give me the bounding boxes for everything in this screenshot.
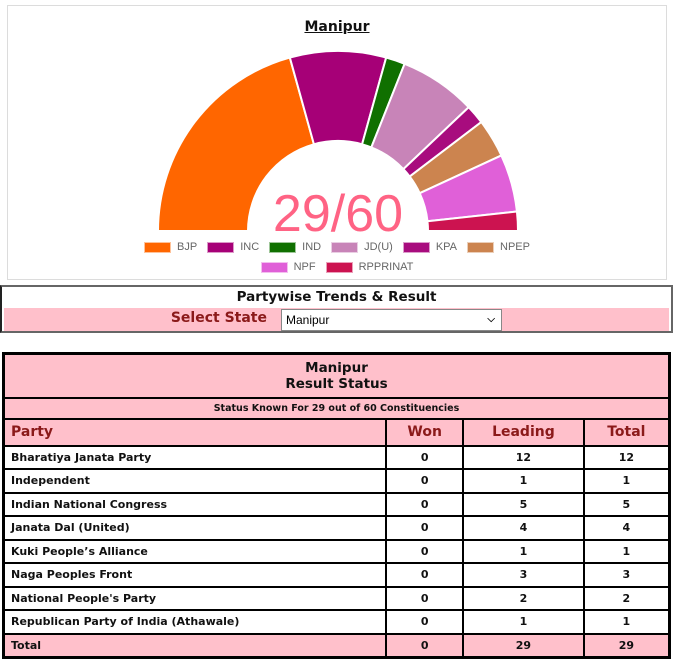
legend-item[interactable]: BJP	[144, 241, 197, 253]
table-row: Kuki People’s Alliance 0 1 1	[2, 538, 671, 564]
total-cell: 4	[582, 515, 671, 541]
center-label: 29/60	[273, 185, 403, 243]
partywise-trends-box: Partywise Trends & Result Select State M…	[0, 285, 673, 333]
chart-legend-row-2: NPF RPPRINAT	[8, 261, 666, 273]
total-cell: 5	[582, 491, 671, 517]
table-row: Indian National Congress 0 5 5	[2, 491, 671, 517]
results-subtitle: Result Status	[285, 375, 388, 392]
legend-label: BJP	[177, 241, 198, 253]
total-cell: 3	[582, 562, 671, 588]
results-table: Manipur Result Status Status Known For 2…	[2, 352, 671, 659]
state-select[interactable]: Manipur ⌵	[281, 309, 502, 331]
legend-swatch	[260, 261, 288, 273]
total-label: Total	[2, 632, 388, 659]
col-party: Party	[2, 417, 388, 447]
won-cell: 0	[385, 562, 465, 588]
legend-item[interactable]: JD(U)	[331, 241, 393, 253]
party-cell: Bharatiya Janata Party	[2, 444, 388, 470]
legend-label: RPPRINAT	[358, 261, 414, 273]
party-cell: Kuki People’s Alliance	[2, 538, 388, 564]
won-cell: 0	[385, 515, 465, 541]
table-row: Republican Party of India (Athawale) 0 1 1	[2, 609, 671, 635]
segment-rpprinat[interactable]	[426, 210, 520, 232]
legend-label: IND	[302, 241, 322, 253]
party-cell: Indian National Congress	[2, 491, 388, 517]
legend-item[interactable]: IND	[269, 241, 321, 253]
legend-label: INC	[240, 241, 260, 253]
total-row: Total 0 29 29	[2, 632, 671, 659]
chart-panel: Manipur 29/60 BJP INC IND JD(U) KPA NPEP NPF R…	[7, 5, 667, 280]
total-cell: 2	[582, 585, 671, 611]
total-cell: 12	[582, 444, 671, 470]
leading-cell: 1	[462, 468, 585, 494]
segment-bjp[interactable]	[156, 56, 316, 232]
results-state: Manipur	[305, 359, 368, 376]
legend-item[interactable]: NPF	[260, 261, 316, 273]
won-cell: 0	[385, 609, 465, 635]
total-leading: 29	[462, 632, 585, 659]
party-cell: National People's Party	[2, 585, 388, 611]
leading-cell: 5	[462, 491, 585, 517]
half-doughnut-chart: 29/60	[156, 50, 520, 243]
legend-swatch	[467, 241, 495, 253]
total-cell: 1	[582, 468, 671, 494]
won-cell: 0	[385, 468, 465, 494]
leading-cell: 2	[462, 585, 585, 611]
trends-title: Partywise Trends & Result	[236, 289, 437, 305]
select-state-label: Select State	[170, 310, 267, 326]
party-cell: Republican Party of India (Athawale)	[2, 609, 388, 635]
table-row: Independent 0 1 1	[2, 468, 671, 494]
leading-cell: 1	[462, 538, 585, 564]
col-won: Won	[385, 417, 465, 447]
legend-item[interactable]: NPEP	[467, 241, 530, 253]
party-cell: Independent	[2, 468, 388, 494]
legend-swatch	[269, 241, 297, 253]
legend-swatch	[325, 261, 353, 273]
status-known: Status Known For 29 out of 60 Constituen…	[2, 396, 671, 420]
leading-cell: 1	[462, 609, 585, 635]
chart-legend-row-1: BJP INC IND JD(U) KPA NPEP	[8, 241, 666, 253]
won-cell: 0	[385, 585, 465, 611]
legend-swatch	[144, 241, 171, 253]
chevron-down-icon: ⌵	[487, 314, 495, 325]
total-cell: 1	[582, 538, 671, 564]
table-row: National People's Party 0 2 2	[2, 585, 671, 611]
total-total: 29	[582, 632, 671, 659]
results-header: Manipur Result Status	[2, 352, 671, 399]
table-row: Janata Dal (United) 0 4 4	[2, 515, 671, 541]
legend-swatch	[331, 241, 359, 253]
legend-swatch	[402, 241, 430, 253]
legend-label: NPF	[293, 261, 316, 273]
table-row: Naga Peoples Front 0 3 3	[2, 562, 671, 588]
total-won: 0	[385, 632, 465, 659]
col-leading: Leading	[462, 417, 585, 447]
legend-label: KPA	[435, 241, 458, 253]
legend-swatch	[207, 241, 235, 253]
legend-item[interactable]: RPPRINAT	[325, 261, 414, 273]
legend-item[interactable]: INC	[207, 241, 259, 253]
chart-title: Manipur	[304, 19, 370, 35]
leading-cell: 3	[462, 562, 585, 588]
won-cell: 0	[385, 444, 465, 470]
state-selector-bar: Select State Manipur ⌵	[4, 308, 669, 331]
legend-label: JD(U)	[364, 241, 393, 253]
won-cell: 0	[385, 538, 465, 564]
won-cell: 0	[385, 491, 465, 517]
legend-label: NPEP	[500, 241, 530, 253]
col-total: Total	[582, 417, 671, 447]
leading-cell: 12	[462, 444, 585, 470]
total-cell: 1	[582, 609, 671, 635]
party-cell: Janata Dal (United)	[2, 515, 388, 541]
state-select-value: Manipur	[286, 313, 330, 327]
legend-item[interactable]: KPA	[402, 241, 458, 253]
table-row: Bharatiya Janata Party 0 12 12	[2, 444, 671, 470]
party-cell: Naga Peoples Front	[2, 562, 388, 588]
leading-cell: 4	[462, 515, 585, 541]
